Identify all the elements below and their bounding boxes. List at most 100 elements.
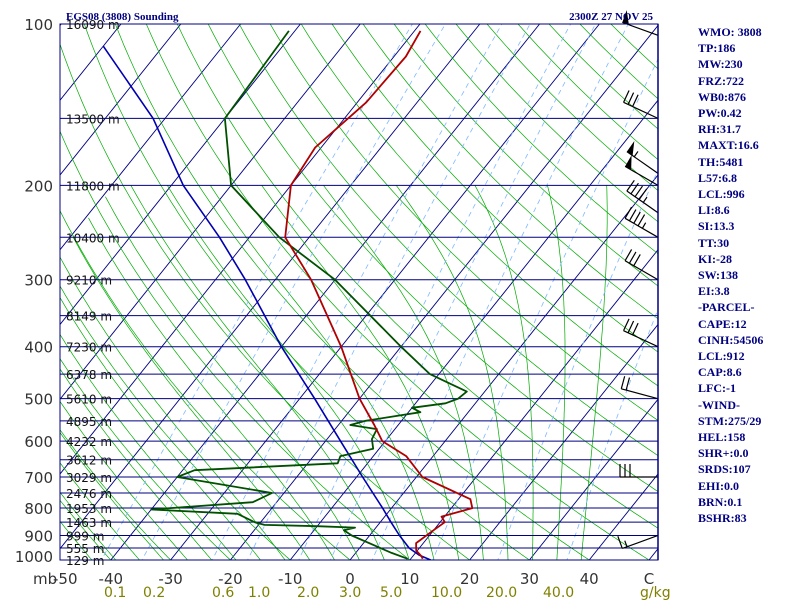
mixing-ratio-line: [211, 24, 503, 560]
sounding-time: 2300Z 27 NOV 25: [569, 11, 653, 23]
moist-adiabat-line: [396, 185, 509, 560]
mixing-ratio-label: 0.1: [104, 585, 126, 600]
height-label: 13500 m: [66, 112, 120, 126]
temperature-tick-label: -50: [53, 570, 78, 588]
index-item: TH:5481: [698, 154, 744, 169]
moist-adiabat-line: [580, 185, 608, 560]
isotherm-line: [529, 398, 658, 560]
isotherm-line: [409, 249, 658, 560]
mixing-ratio-label: 10.0: [431, 585, 462, 600]
height-label: 555 m: [66, 542, 104, 556]
index-item: WMO: 3808: [698, 25, 762, 39]
dry-adiabat-line: [60, 130, 411, 560]
dry-adiabat-line: [424, 24, 658, 255]
isotherm-line: [60, 24, 481, 550]
mixing-ratio-line: [141, 24, 446, 560]
dry-adiabat-line: [83, 24, 531, 560]
index-item: CINH:54506: [698, 332, 764, 347]
height-label: 3029 m: [66, 471, 112, 485]
wind-barb: [626, 140, 659, 174]
height-label: 11800 m: [66, 179, 120, 193]
dry-adiabat-line: [60, 358, 231, 560]
mixing-ratio-line: [497, 169, 658, 560]
index-item: -PARCEL-: [698, 300, 755, 315]
index-item: HEL:158: [698, 430, 746, 445]
moist-adiabat-line: [60, 491, 117, 560]
pressure-tick-label: 400: [24, 339, 53, 357]
height-label: 7230 m: [66, 341, 112, 355]
height-label: 4895 m: [66, 415, 112, 429]
dry-adiabat-line: [145, 24, 650, 560]
temperature-tick-label: -30: [158, 570, 183, 588]
wind-barb: [623, 90, 659, 119]
index-item: LFC:-1: [698, 381, 736, 396]
mixing-ratio-label: 40.0: [543, 585, 574, 600]
mixing-ratio-line: [329, 24, 596, 560]
temperature-tick-label: -20: [218, 570, 243, 588]
dry-adiabat-line: [331, 24, 658, 353]
dry-adiabat-line: [269, 24, 658, 421]
index-item: RH:31.7: [698, 122, 741, 137]
mixing-ratio-line: [566, 308, 658, 560]
height-label: 6378 m: [66, 368, 112, 382]
mixing-ratio-label: 1.0: [248, 585, 270, 600]
index-item: SI:13.3: [698, 219, 735, 234]
mixing-ratio-line: [371, 24, 629, 560]
index-item: EHI:0.0: [698, 478, 740, 493]
moist-adiabat-line: [60, 333, 237, 560]
dry-adiabat-line: [60, 43, 471, 560]
pressure-tick-label: 800: [24, 500, 53, 518]
mixing-ratio-line: [432, 58, 658, 560]
dry-adiabat-line: [238, 24, 658, 457]
mixing-ratio-label: 3.0: [339, 585, 361, 600]
wind-barb: [619, 463, 658, 478]
height-label: 5610 m: [66, 393, 112, 407]
pressure-tick-label: 300: [24, 272, 53, 290]
mixing-ratio-label: 0.6: [212, 585, 234, 600]
temperature-tick-label: 0: [345, 570, 355, 588]
mixing-ratio-label: 0.2: [143, 585, 165, 600]
index-item: TT:30: [698, 235, 730, 250]
height-label: 8149 m: [66, 310, 112, 324]
index-item: WB0:876: [698, 89, 746, 104]
index-item: TP:186: [698, 41, 736, 56]
dry-adiabat-line: [60, 209, 351, 560]
pressure-tick-label: 100: [24, 16, 53, 34]
isotherm-line: [110, 24, 540, 560]
pressure-tick-label: 200: [24, 177, 53, 195]
wind-barb: [626, 179, 659, 214]
height-label: 129 m: [66, 554, 104, 568]
index-item: CAP:8.6: [698, 365, 742, 380]
index-item: KI:-28: [698, 251, 732, 266]
mixing-ratio-label: 2.0: [297, 585, 319, 600]
height-label: 999 m: [66, 529, 104, 543]
height-label: 9210 m: [66, 274, 112, 288]
index-item: BRN:0.1: [698, 494, 743, 509]
temperature-tick-label: C: [644, 570, 654, 588]
wind-barb: [624, 249, 659, 281]
temperature-tick-label: -40: [99, 570, 124, 588]
wind-barbs: [617, 10, 659, 550]
dry-adiabat-line: [362, 24, 658, 320]
index-item: PW:0.42: [698, 106, 742, 121]
pressure-tick-label: 600: [24, 433, 53, 451]
wind-barb: [620, 376, 659, 400]
chart-title: EGS08 (3808) Sounding: [66, 11, 179, 23]
index-item: LCL:912: [698, 349, 745, 364]
index-item: CAPE:12: [698, 316, 747, 331]
isotherm-line: [469, 323, 658, 560]
index-item: BSHR:83: [698, 511, 747, 526]
index-item: MAXT:16.6: [698, 138, 759, 153]
height-label: 1463 m: [66, 516, 112, 530]
height-label: 3612 m: [66, 454, 112, 468]
index-item: -WIND-: [698, 397, 740, 412]
dry-adiabat-line: [300, 24, 658, 387]
pressure-tick-label: 1000: [15, 548, 53, 566]
isotherm-line: [60, 24, 182, 176]
height-label: 10400 m: [66, 231, 120, 245]
wind-barb: [622, 10, 659, 36]
wind-barb: [624, 155, 659, 186]
height-label: 1953 m: [66, 502, 112, 516]
moist-adiabat-line: [547, 185, 566, 560]
